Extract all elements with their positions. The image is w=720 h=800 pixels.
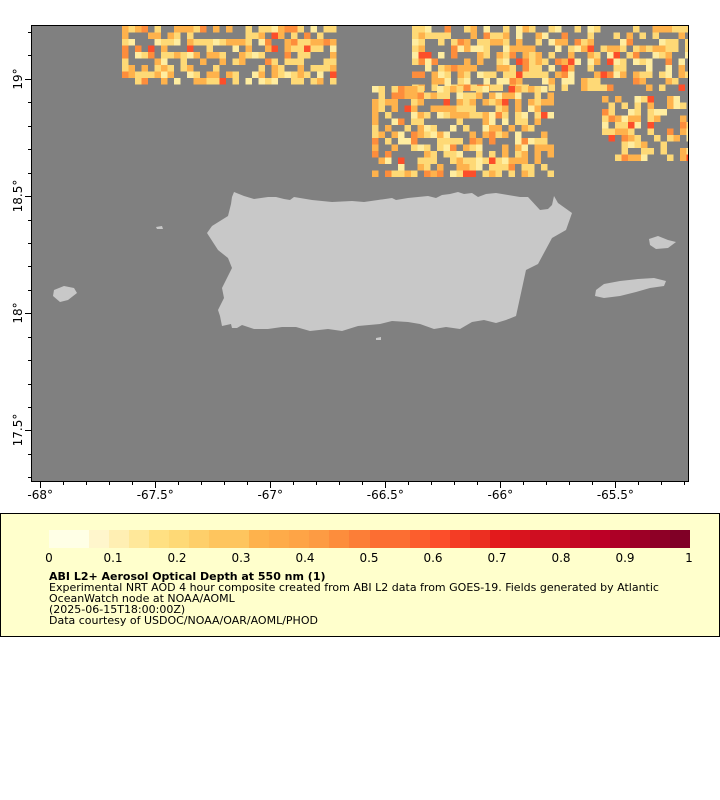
colorbar-segment xyxy=(69,530,90,548)
aod-pixel-layer xyxy=(122,26,688,177)
y-tick-label: 19° xyxy=(11,68,25,90)
colorbar-tick-label: 0.1 xyxy=(103,551,123,565)
colorbar-segment xyxy=(589,530,610,548)
colorbar-tick-label: 0.3 xyxy=(231,551,251,565)
map-plot-area[interactable] xyxy=(31,25,689,482)
colorbar-segment xyxy=(529,530,550,548)
caja-de-muertos xyxy=(376,337,381,340)
legend-text: ABI L2+ Aerosol Optical Depth at 550 nm … xyxy=(49,571,709,626)
legend-title: ABI L2+ Aerosol Optical Depth at 550 nm … xyxy=(49,570,326,583)
colorbar-tick-label: 1 xyxy=(685,551,693,565)
vieques-island xyxy=(595,278,666,298)
legend-timestamp: (2025-06-15T18:00:00Z) xyxy=(49,603,186,616)
x-tick-label: -67° xyxy=(257,488,284,502)
colorbar-segment xyxy=(609,530,630,548)
axes-ticks xyxy=(25,32,685,488)
colorbar-segment xyxy=(49,530,70,548)
culebra-island xyxy=(649,236,676,249)
colorbar-segment xyxy=(389,530,410,548)
colorbar-segment xyxy=(269,530,290,548)
colorbar-segment xyxy=(509,530,530,548)
colorbar-segment xyxy=(409,530,430,548)
y-tick-label: 17.5° xyxy=(11,414,25,447)
colorbar-segment xyxy=(209,530,230,548)
colorbar-segment xyxy=(249,530,270,548)
legend-credit: Data courtesy of USDOC/NOAA/OAR/AOML/PHO… xyxy=(49,614,318,627)
x-tick-label: -65.5° xyxy=(596,488,634,502)
colorbar-segment xyxy=(449,530,470,548)
colorbar-segment xyxy=(669,530,690,548)
colorbar-segment xyxy=(369,530,390,548)
colorbar-segment xyxy=(569,530,590,548)
colorbar-tick-label: 0 xyxy=(45,551,53,565)
map-canvas xyxy=(53,26,688,340)
mona-island xyxy=(53,286,77,302)
colorbar-segment xyxy=(549,530,570,548)
y-tick-label: 18.5° xyxy=(11,179,25,213)
colorbar-segment xyxy=(649,530,670,548)
colorbar-segment xyxy=(469,530,490,548)
colorbar-tick-label: 0.4 xyxy=(295,551,315,565)
colorbar-segment xyxy=(489,530,510,548)
y-tick-label: 18° xyxy=(11,302,25,324)
colorbar-tick-label: 0.6 xyxy=(423,551,443,565)
colorbar-segment xyxy=(109,530,130,548)
colorbar-tick-label: 0.9 xyxy=(615,551,635,565)
colorbar-segment xyxy=(429,530,450,548)
colorbar-tick-label: 0.5 xyxy=(359,551,379,565)
colorbar-segment xyxy=(149,530,170,548)
x-tick-label: -67.5° xyxy=(136,488,174,502)
colorbar xyxy=(49,530,690,548)
puerto-rico-island xyxy=(207,192,572,331)
colorbar-tick-label: 0.8 xyxy=(551,551,571,565)
land-layer xyxy=(53,192,676,340)
desecheo-island xyxy=(156,226,163,229)
colorbar-segment xyxy=(189,530,210,548)
colorbar-segment xyxy=(129,530,150,548)
colorbar-tick-label: 0.7 xyxy=(487,551,507,565)
colorbar-segment xyxy=(629,530,650,548)
colorbar-segment xyxy=(309,530,330,548)
colorbar-segment xyxy=(229,530,250,548)
x-tick-label: -68° xyxy=(27,488,53,502)
colorbar-tick-label: 0.2 xyxy=(167,551,187,565)
colorbar-segment xyxy=(329,530,350,548)
x-tick-label: -66.5° xyxy=(366,488,404,502)
colorbar-segment xyxy=(349,530,370,548)
legend-panel: 0 0.1 0.2 0.3 0.4 0.5 0.6 0.7 0.8 0.9 1 ABI L2+ Ae… xyxy=(0,513,720,637)
colorbar-segment xyxy=(289,530,310,548)
colorbar-segment xyxy=(89,530,110,548)
legend-description: Experimental NRT AOD 4 hour composite cr… xyxy=(49,581,659,605)
colorbar-segment xyxy=(169,530,190,548)
x-tick-label: -66° xyxy=(487,488,514,502)
